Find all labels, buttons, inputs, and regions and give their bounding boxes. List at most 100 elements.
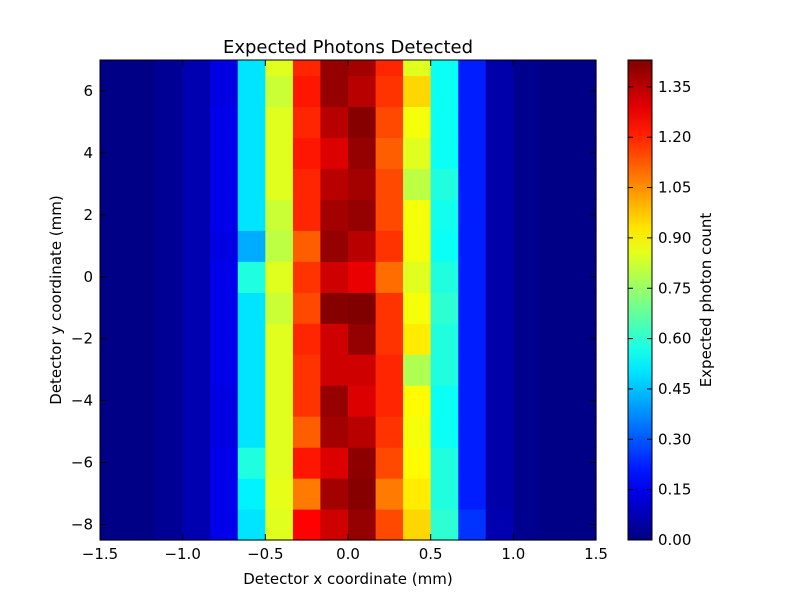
heatmap-cell — [403, 60, 432, 77]
heatmap-cell — [155, 354, 184, 386]
heatmap-cell — [210, 354, 239, 386]
heatmap-cell — [237, 447, 266, 479]
heatmap-cell — [458, 75, 487, 108]
heatmap-cell — [348, 75, 377, 108]
heatmap-cell — [458, 416, 487, 448]
heatmap-cell — [210, 416, 239, 448]
heatmap-cell — [430, 385, 459, 417]
heatmap-cell — [513, 168, 542, 200]
heatmap-cell — [320, 385, 349, 417]
heatmap-cell — [127, 323, 156, 355]
heatmap-cell — [540, 106, 569, 139]
x-axis-ticks: −1.5 −1.0 −0.5 0.0 0.5 1.0 1.5 — [82, 60, 608, 563]
heatmap-cell — [458, 106, 487, 139]
heatmap-cell — [540, 261, 569, 293]
heatmap-cell — [155, 168, 184, 200]
y-tick-label: 4 — [83, 144, 93, 162]
heatmap-cell — [513, 261, 542, 293]
heatmap-cell — [182, 354, 211, 386]
y-tick-label: 0 — [83, 268, 93, 286]
heatmap-cell — [265, 168, 294, 200]
heatmap-cell — [237, 60, 266, 77]
heatmap-cell — [127, 292, 156, 324]
heatmap-cell — [430, 323, 459, 355]
heatmap-cell — [375, 354, 404, 386]
heatmap-cell — [100, 416, 129, 448]
heatmap-cell — [540, 137, 569, 169]
heatmap-cell — [375, 137, 404, 169]
heatmap-cell — [210, 478, 239, 510]
heatmap-cell — [265, 447, 294, 479]
colorbar-tick-label: 0.75 — [658, 279, 691, 297]
heatmap-cell — [292, 168, 321, 200]
heatmap-cell — [540, 478, 569, 510]
heatmap-cell — [292, 106, 321, 139]
heatmap-cell — [348, 354, 377, 386]
heatmap-cell — [513, 354, 542, 386]
heatmap-cell — [348, 137, 377, 169]
heatmap-cell — [155, 230, 184, 262]
heatmap-cell — [210, 509, 239, 541]
heatmap-cell — [320, 323, 349, 355]
heatmap-cell — [513, 385, 542, 417]
heatmap-cell — [513, 323, 542, 355]
heatmap-cell — [375, 416, 404, 448]
heatmap-cell — [127, 230, 156, 262]
heatmap-cell — [265, 75, 294, 108]
heatmap-cell — [403, 385, 432, 417]
heatmap-cell — [348, 106, 377, 139]
heatmap-cell — [182, 137, 211, 169]
heatmap-cell — [513, 199, 542, 231]
heatmap-cell — [348, 447, 377, 479]
heatmap-cell — [348, 292, 377, 324]
heatmap-cell — [430, 75, 459, 108]
heatmap-cell — [265, 509, 294, 541]
heatmap-cell — [127, 106, 156, 139]
heatmap-cell — [320, 60, 349, 77]
heatmap-cell — [485, 261, 514, 293]
heatmap-cell — [540, 60, 569, 77]
colorbar-tick-label: 1.05 — [658, 179, 691, 197]
heatmap-cell — [182, 509, 211, 541]
heatmap-cell — [430, 137, 459, 169]
heatmap-cell — [265, 385, 294, 417]
x-tick-label: 1.0 — [501, 545, 525, 563]
heatmap-cell — [182, 478, 211, 510]
heatmap-cell — [292, 75, 321, 108]
heatmap-cell — [458, 323, 487, 355]
heatmap-cell — [210, 261, 239, 293]
heatmap-cell — [127, 447, 156, 479]
heatmap-cell — [292, 509, 321, 541]
heatmap-cell — [127, 60, 156, 77]
heatmap-cell — [513, 292, 542, 324]
y-axis-label: Detector y coordinate (mm) — [47, 195, 65, 404]
heatmap-cell — [375, 199, 404, 231]
heatmap-cell — [265, 60, 294, 77]
heatmap-cell — [210, 230, 239, 262]
heatmap-cell — [127, 385, 156, 417]
heatmap-cell — [237, 509, 266, 541]
heatmap-cell — [210, 323, 239, 355]
heatmap-cell — [348, 385, 377, 417]
heatmap-cell — [540, 447, 569, 479]
heatmap-cell — [210, 199, 239, 231]
heatmap-cell — [485, 168, 514, 200]
heatmap-cell — [403, 106, 432, 139]
heatmap-cell — [485, 447, 514, 479]
heatmap-cell — [210, 60, 239, 77]
heatmap-cell — [292, 447, 321, 479]
heatmap-cell — [100, 354, 129, 386]
heatmap-cell — [237, 106, 266, 139]
heatmap-cell — [127, 168, 156, 200]
heatmap-cell — [237, 292, 266, 324]
heatmap-cell — [403, 323, 432, 355]
heatmap-cell — [265, 199, 294, 231]
heatmap-cell — [155, 478, 184, 510]
heatmap-cell — [182, 168, 211, 200]
heatmap-cell — [292, 261, 321, 293]
heatmap-cell — [155, 137, 184, 169]
heatmap-cell — [540, 385, 569, 417]
heatmap-cell — [100, 60, 129, 77]
heatmap-cell — [513, 509, 542, 541]
heatmap-cell — [403, 168, 432, 200]
